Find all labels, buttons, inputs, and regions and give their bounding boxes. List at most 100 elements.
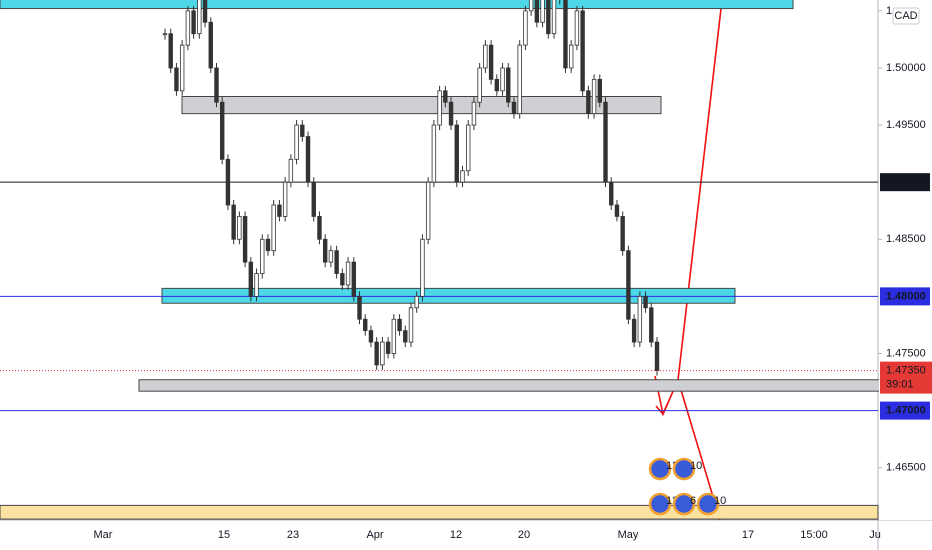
current-price-label: 1.47350 [886, 365, 926, 377]
candle [191, 10, 196, 35]
time-label: 15:00 [800, 529, 828, 541]
candle [197, 0, 202, 35]
time-label: 17 [742, 529, 754, 541]
candle [168, 33, 173, 69]
price-tick-label: 1.50000 [886, 62, 926, 74]
candle [345, 261, 351, 286]
candle [488, 44, 494, 80]
event-icon [672, 457, 696, 481]
candle [179, 44, 185, 92]
candle [202, 0, 208, 23]
candle [363, 318, 368, 332]
candle [288, 158, 294, 183]
event-icon [672, 492, 696, 516]
zone [138, 379, 932, 392]
candle [414, 295, 419, 309]
candle [448, 101, 454, 126]
candle [466, 124, 471, 172]
level-tag [880, 287, 930, 306]
candle [277, 204, 282, 217]
candle [403, 330, 408, 343]
candle [454, 124, 459, 183]
candle [568, 44, 574, 69]
candle [471, 101, 477, 126]
zone [181, 96, 662, 115]
candle [317, 216, 322, 240]
price-tick-label: 1 [886, 5, 892, 17]
candle [563, 0, 568, 69]
candle [260, 238, 265, 274]
candle [374, 341, 379, 366]
candle [340, 273, 345, 286]
candle [225, 158, 231, 206]
price-tick-label: 1.48500 [886, 233, 926, 245]
candle [517, 44, 522, 115]
event-count: 6 [690, 495, 696, 507]
zone [161, 287, 736, 304]
candle [174, 67, 179, 92]
candle [631, 318, 637, 343]
time-label: Ju [869, 529, 881, 541]
time-label: Apr [366, 529, 383, 541]
candle [443, 90, 448, 103]
candle [282, 181, 288, 217]
candle [614, 204, 620, 217]
level-tag-label: 1.48000 [886, 290, 926, 302]
candle [586, 90, 591, 115]
candle [231, 204, 236, 240]
candle [391, 318, 397, 354]
candle [300, 124, 305, 137]
candle [609, 181, 614, 206]
time-label: Mar [94, 529, 113, 541]
candle [328, 250, 334, 263]
candle [311, 181, 316, 217]
event-icon [648, 457, 672, 481]
currency-box [892, 7, 920, 25]
candle [597, 78, 602, 103]
candle [626, 250, 631, 320]
candle [368, 330, 374, 343]
candle [305, 136, 311, 183]
candle [477, 67, 482, 103]
candle [357, 295, 362, 320]
candle [523, 10, 528, 46]
event-icon [696, 492, 720, 516]
time-label: 23 [287, 529, 299, 541]
time-label: May [618, 529, 639, 541]
candle [351, 261, 356, 297]
candle [242, 216, 248, 263]
candle [506, 67, 511, 103]
candle [237, 216, 242, 240]
candle [494, 78, 500, 92]
price-tick-label: 1.49500 [886, 119, 926, 131]
candle [500, 67, 505, 92]
candle [385, 341, 391, 354]
candle [408, 307, 414, 343]
candle [591, 78, 597, 115]
candle [294, 124, 299, 160]
candle [162, 33, 168, 36]
candle [649, 307, 654, 343]
candle [265, 238, 271, 252]
zone [0, 0, 794, 10]
candle [437, 90, 442, 126]
level-tag-label: 1.47000 [886, 404, 926, 416]
candle [534, 0, 540, 23]
current-tag [880, 361, 932, 394]
candle [334, 250, 339, 274]
time-label: 20 [518, 529, 530, 541]
price-tick-label: 1.46500 [886, 462, 926, 474]
level-tag [880, 173, 930, 192]
level-tag [880, 401, 930, 420]
candle [380, 341, 385, 366]
candle [637, 295, 643, 343]
event-count: 10 [714, 495, 726, 507]
candle [546, 0, 551, 35]
candle [431, 124, 437, 183]
candle [580, 10, 585, 92]
candle [420, 238, 425, 297]
time-label: 15 [218, 529, 230, 541]
candle [220, 101, 225, 160]
